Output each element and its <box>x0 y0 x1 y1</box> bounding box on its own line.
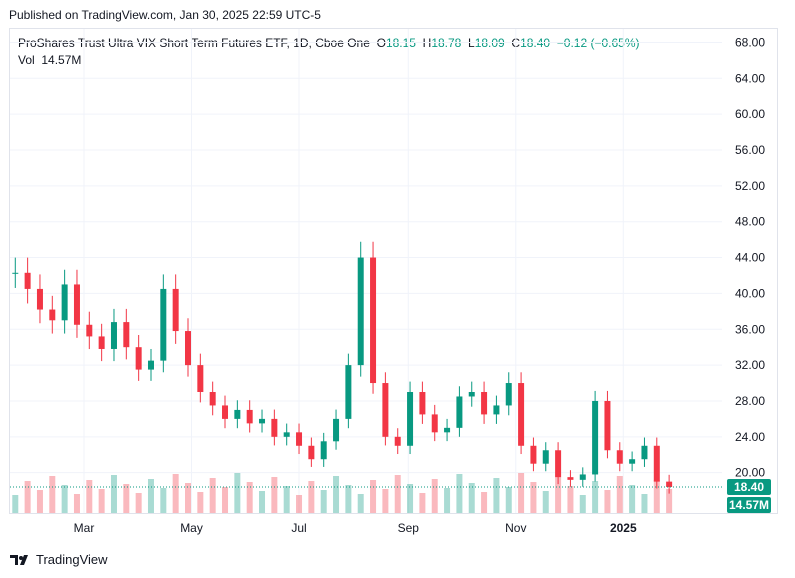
tradingview-logo[interactable]: TradingView <box>10 552 108 567</box>
low-label: L <box>468 36 475 50</box>
volume-label: Vol <box>18 53 35 67</box>
symbol-name: ProShares Trust Ultra VIX Short Term Fut… <box>18 36 370 50</box>
change-value: −0.12 (−0.65%) <box>556 36 640 50</box>
volume-legend: Vol 14.57M <box>18 53 81 67</box>
brand-name: TradingView <box>36 552 108 567</box>
high-value: 18.78 <box>431 36 462 50</box>
tradingview-icon <box>10 554 28 565</box>
open-value: 18.15 <box>385 36 416 50</box>
high-label: H <box>422 36 432 50</box>
chart-frame[interactable] <box>9 28 778 514</box>
published-caption: Published on TradingView.com, Jan 30, 20… <box>9 8 321 22</box>
volume-value: 14.57M <box>41 53 82 67</box>
open-label: O <box>376 36 386 50</box>
x-tick-label: Mar <box>74 521 95 535</box>
x-tick-label: Nov <box>505 521 526 535</box>
x-tick-label: May <box>180 521 203 535</box>
low-value: 18.09 <box>474 36 505 50</box>
symbol-legend: ProShares Trust Ultra VIX Short Term Fut… <box>18 36 640 50</box>
x-tick-label: 2025 <box>610 521 637 535</box>
x-tick-label: Jul <box>291 521 306 535</box>
close-value: 18.40 <box>520 36 551 50</box>
x-tick-label: Sep <box>398 521 420 535</box>
close-label: C <box>511 36 521 50</box>
